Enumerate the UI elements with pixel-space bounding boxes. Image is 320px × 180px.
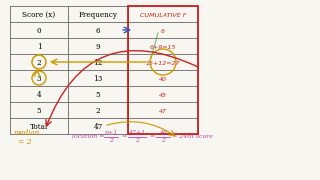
Text: =: = [149,134,154,140]
Text: 45: 45 [159,93,167,98]
Text: 9: 9 [96,43,100,51]
Text: 5: 5 [37,107,41,115]
Text: 5: 5 [96,91,100,99]
Text: =: = [121,134,126,140]
Text: n+1: n+1 [104,130,118,136]
Text: 6: 6 [161,29,165,34]
Text: 4: 4 [37,91,41,99]
Text: Total: Total [30,123,48,131]
Text: 6: 6 [96,27,100,35]
Text: 40: 40 [159,77,167,82]
Text: location =: location = [72,134,105,140]
Text: Score (x): Score (x) [22,11,56,19]
Text: = 2: = 2 [18,138,32,146]
Text: 6+9=15: 6+9=15 [150,45,176,50]
Text: 2: 2 [37,59,41,67]
Text: 15+12=27: 15+12=27 [146,61,180,66]
Text: 2: 2 [96,107,100,115]
Text: 0: 0 [37,27,41,35]
Text: 2: 2 [161,138,165,143]
Bar [128,6,198,134]
Text: = 24th score: = 24th score [172,134,213,140]
Text: 47: 47 [93,123,103,131]
Text: median: median [14,129,40,137]
Text: CUMULATIVE F: CUMULATIVE F [140,13,186,18]
Text: 2: 2 [109,138,113,143]
Text: 2: 2 [135,138,139,143]
Text: 3: 3 [37,75,41,83]
Text: 1: 1 [36,43,41,51]
Text: 12: 12 [93,59,103,67]
Text: 47: 47 [159,109,167,114]
Text: 48: 48 [159,130,167,136]
Text: 47+1: 47+1 [128,130,146,136]
Text: 13: 13 [93,75,103,83]
Text: Frequency: Frequency [78,11,117,19]
